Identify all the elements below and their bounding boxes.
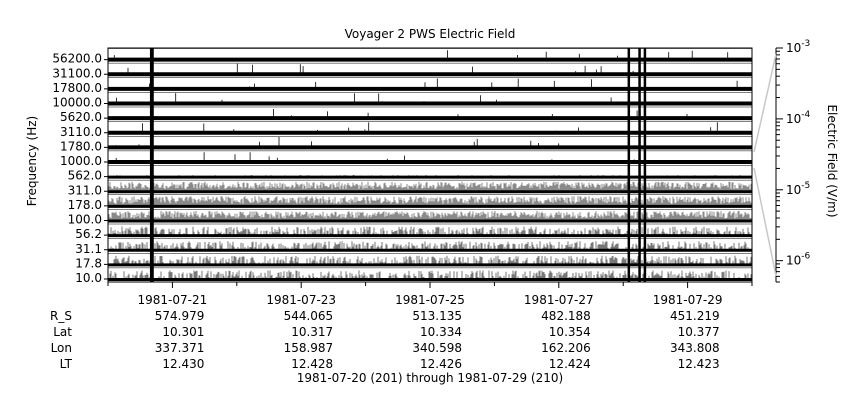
y-tick-label: 1000.0 xyxy=(60,154,102,168)
channel-baseline xyxy=(108,204,752,208)
colorbar-tick-label: 10-6 xyxy=(786,252,811,268)
ephemeris-value: 343.808 xyxy=(670,341,720,355)
channel-baseline xyxy=(108,145,752,150)
event-spike xyxy=(638,48,641,282)
channel-baseline xyxy=(108,86,752,91)
channel-signal xyxy=(113,255,752,266)
ephemeris-value: 158.987 xyxy=(284,341,334,355)
channel-panel xyxy=(108,77,752,91)
panels xyxy=(107,47,753,283)
y-tick-label: 562.0 xyxy=(68,169,102,183)
y-tick-label: 56200.0 xyxy=(52,52,102,66)
chart-title: Voyager 2 PWS Electric Field xyxy=(345,27,516,41)
x-axis: 1981-07-21 1981-07-23 1981-07-25 1981-07-27… xyxy=(107,281,753,307)
y-tick-label: 311.0 xyxy=(68,183,102,197)
colorbar-connector xyxy=(753,53,777,153)
channel-panel xyxy=(108,179,752,194)
y-tick-label: 10000.0 xyxy=(52,96,102,110)
colorbar-connector xyxy=(753,167,777,277)
ephemeris-value: 12.426 xyxy=(420,357,462,371)
ephemeris-value: 10.377 xyxy=(678,325,720,339)
event-spike xyxy=(149,48,153,282)
channel-panel xyxy=(108,267,752,281)
footer-date-range: 1981-07-20 (201) through 1981-07-29 (210… xyxy=(297,371,563,385)
y-axis-label: Frequency (Hz) xyxy=(25,116,39,207)
ephemeris-row-label: Lat xyxy=(53,325,72,339)
ephemeris-value: 10.354 xyxy=(549,325,591,339)
x-tick-label: 1981-07-21 xyxy=(138,293,208,307)
ephemeris-value: 513.135 xyxy=(412,309,462,323)
channel-baseline xyxy=(108,57,752,62)
ephemeris-value: 10.317 xyxy=(291,325,333,339)
channel-baseline xyxy=(108,219,752,223)
colorbar-tick-label: 10-5 xyxy=(786,181,810,197)
channel-panel xyxy=(108,92,752,106)
y-tick-label: 178.0 xyxy=(68,198,102,212)
y-tick-label: 56.2 xyxy=(75,227,102,241)
ephemeris-row-label: LT xyxy=(60,357,73,371)
channel-panel xyxy=(108,209,752,223)
channel-baseline xyxy=(108,72,752,77)
channel-baseline xyxy=(108,263,752,267)
channel-panel xyxy=(108,194,752,208)
ephemeris-value: 12.424 xyxy=(549,357,591,371)
ephemeris-row-label: R_S xyxy=(50,309,72,323)
channel-panel xyxy=(108,238,752,252)
x-tick-label: 1981-07-23 xyxy=(266,293,336,307)
ephemeris-value: 10.334 xyxy=(420,325,462,339)
channel-panel xyxy=(108,121,752,135)
colorbar-label: Electric Field (V/m) xyxy=(825,104,839,217)
channel-baseline xyxy=(108,116,752,121)
y-tick-label: 1780.0 xyxy=(60,139,102,153)
ephemeris-value: 451.219 xyxy=(670,309,720,323)
y-tick-label: 10.0 xyxy=(75,271,102,285)
y-tick-label: 17.8 xyxy=(75,256,102,270)
ephemeris-row-label: Lon xyxy=(51,341,72,355)
channel-panel xyxy=(108,223,752,238)
ephemeris-value: 12.423 xyxy=(678,357,720,371)
event-spike xyxy=(643,48,647,282)
channel-baseline xyxy=(108,175,752,179)
channel-panel xyxy=(108,165,752,179)
y-tick-label: 100.0 xyxy=(68,213,102,227)
ephemeris-value: 482.188 xyxy=(541,309,591,323)
x-tick-label: 1981-07-29 xyxy=(653,293,723,307)
channel-panel xyxy=(108,106,752,121)
x-tick-label: 1981-07-27 xyxy=(524,293,594,307)
channel-baseline xyxy=(108,101,752,106)
ephemeris-value: 12.430 xyxy=(162,357,204,371)
channel-baseline xyxy=(108,190,752,194)
channel-panel xyxy=(108,252,752,267)
ephemeris-table: R_S 574.979 544.065 513.135 482.188 451.219 La… xyxy=(50,309,720,371)
ephemeris-value: 12.428 xyxy=(291,357,333,371)
y-tick-label: 31100.0 xyxy=(52,66,102,80)
x-tick-label: 1981-07-25 xyxy=(395,293,465,307)
channel-baseline xyxy=(108,278,752,281)
event-spike xyxy=(627,48,631,282)
channel-panel xyxy=(108,150,752,164)
ephemeris-value: 162.206 xyxy=(541,341,591,355)
channel-baseline xyxy=(108,130,752,135)
colorbar-tick-label: 10-4 xyxy=(786,110,811,126)
ephemeris-value: 337.371 xyxy=(155,341,205,355)
channel-baseline xyxy=(108,160,752,164)
channel-baseline xyxy=(108,234,752,238)
ephemeris-value: 544.065 xyxy=(284,309,334,323)
y-tick-label: 31.1 xyxy=(75,242,102,256)
y-tick-label: 17800.0 xyxy=(52,81,102,95)
ephemeris-value: 10.301 xyxy=(162,325,204,339)
y-tick-label: 5620.0 xyxy=(60,110,102,124)
ephemeris-value: 340.598 xyxy=(412,341,462,355)
colorbar-tick-label: 10-3 xyxy=(786,39,810,55)
colorbar: 10-3 10-4 10-5 10-6 xyxy=(753,39,811,283)
channel-panel xyxy=(108,135,752,150)
event-spike xyxy=(151,48,154,282)
y-tick-labels: 56200.031100.017800.010000.05620.03110.0… xyxy=(52,52,108,285)
channel-baseline xyxy=(108,248,752,252)
channel-panel xyxy=(108,48,752,62)
y-tick-label: 3110.0 xyxy=(60,125,102,139)
ephemeris-value: 574.979 xyxy=(155,309,205,323)
channel-panel xyxy=(108,62,752,77)
